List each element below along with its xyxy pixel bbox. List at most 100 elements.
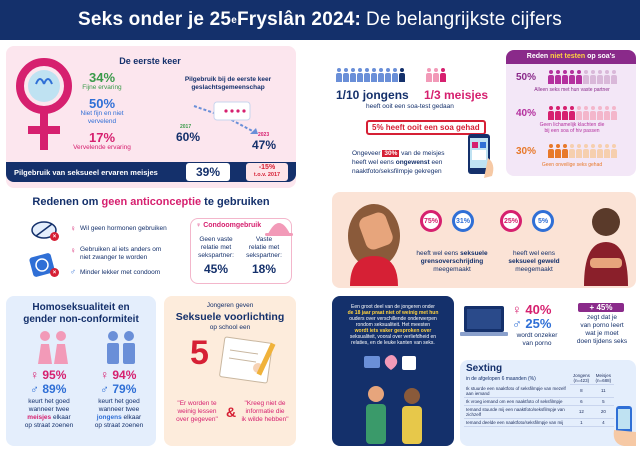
quote1-c: over gegeven": [176, 416, 218, 423]
table-row: Ik stuurde een naaktfoto of seksfilmpje …: [464, 384, 614, 398]
j-male-val: 79%: [112, 382, 137, 396]
person-icon: [350, 68, 356, 82]
praat-c: ouders over verschillende onderwerpen: [349, 316, 437, 322]
boys-people-row: [336, 68, 406, 82]
person-icon: [548, 70, 554, 84]
pil-change-sub: t.o.v. 2017: [253, 172, 281, 178]
girls-people-row: [426, 68, 447, 82]
person-icon: [597, 70, 603, 84]
grens-t1c: grensoverschrijding: [420, 258, 484, 265]
quote1-b: weinig lessen: [177, 408, 217, 415]
person-icon: [399, 68, 405, 82]
voorlichting-pre: Jongeren geven: [206, 302, 254, 309]
person-icon: [576, 106, 582, 120]
naakt-pct: 30%: [382, 150, 400, 157]
female-symbol-icon: [16, 58, 72, 150]
pil-decline-arrow-icon: [193, 101, 259, 135]
reason1-pct: 50%: [516, 72, 537, 83]
reasons-title-b: niet testen: [550, 53, 586, 60]
quote2-c: ik wilde hebben": [241, 416, 289, 423]
condom-pack-icon: [29, 253, 55, 277]
sexting-col-a: Jongens (n=423): [570, 372, 593, 385]
grade-value: 5: [190, 334, 209, 372]
person-icon: [576, 70, 582, 84]
naakt-line1: Ongeveer 30% van de meisjes: [352, 150, 445, 158]
m-text-a: keurt het goed: [28, 398, 70, 405]
porno-plus-b: van porno leert: [580, 322, 624, 329]
porno-text-a: wordt onzeker: [516, 332, 558, 339]
sexting-row-b: 5: [592, 397, 614, 406]
person-icon: [548, 144, 554, 158]
praat-a: Een groot deel van de jongeren onder: [351, 304, 435, 310]
grens-pct-2: 31%: [452, 210, 474, 232]
neutraal-label: Niet fijn en niet vervelend: [80, 110, 124, 125]
porno-female: ♀ 40%: [512, 302, 552, 317]
person-icon: [590, 144, 596, 158]
j-text-a: keurt het goed: [98, 398, 140, 405]
no-icon-1: ×: [50, 232, 59, 241]
grens-t1d: meegemaakt: [433, 266, 471, 273]
m-female-pct: ♀ 95%: [30, 368, 67, 382]
porno-text-b: van porno: [522, 340, 552, 347]
condom-icon: [265, 223, 293, 236]
sexting-row-a: 6: [570, 397, 593, 406]
pil-bar-label: Pilgebruik van seksueel ervaren meisjes: [14, 168, 158, 177]
quote1-a: "Er worden te: [177, 400, 217, 407]
hand-phone-icon: [613, 406, 636, 446]
reason3-pct: 30%: [516, 146, 537, 157]
sexting-sub: in de afgelopen 6 maanden (%): [466, 376, 536, 382]
pil-change-box: -15% t.o.v. 2017: [246, 163, 288, 181]
sexting-row-b: 11: [592, 384, 614, 398]
sexting-row-label: Iemand deelde een naaktfoto/seksfilmpje …: [464, 418, 570, 427]
reason2-label-b: bij een soa of hiv passen: [544, 128, 600, 134]
c2-label-c: sekspartner:: [246, 252, 282, 259]
soa-girls: 1/3 meisjes: [424, 88, 489, 102]
title-part-a: Seks onder je 25: [78, 9, 232, 30]
porno-male: ♂ 25%: [512, 316, 552, 331]
person-icon: [426, 68, 432, 82]
sexting-row-a: 12: [570, 405, 593, 419]
reasons-title-c: op soa's: [585, 53, 616, 60]
person-icon: [583, 70, 589, 84]
vervelend-label: Vervelende ervaring: [73, 144, 131, 151]
person-icon: [562, 106, 568, 120]
c2-pct: 18%: [251, 262, 277, 276]
praat-panel: [332, 296, 454, 446]
sexting-table: Jongens (n=423) Meisjes (n=688) Ik stuur…: [464, 372, 614, 427]
person-icon: [433, 68, 439, 82]
porno-plus-a: zegt dat je: [587, 314, 617, 321]
page-header: Seks onder je 25 e Fryslân 2024: De belang…: [0, 0, 640, 40]
soa-sub: heeft ooit een soa-test gedaan: [366, 103, 454, 110]
sexting-row-label: Ik stuurde een naaktfoto of seksfilmpje …: [464, 384, 570, 398]
year-2017: 2017: [180, 124, 192, 130]
pil-pct-2017: 60%: [176, 130, 201, 144]
person-icon: [343, 68, 349, 82]
porno-plus: + 45%: [578, 303, 624, 312]
anticonceptie-title: Redenen om geen anticonceptie te gebruik…: [6, 196, 296, 208]
homo-title-b: gender non-conformiteit: [23, 314, 139, 325]
reason1-people: [548, 70, 618, 84]
voorlichting-post: op school een: [209, 324, 251, 331]
pil-title: Pilgebruik bij de eerste keer geslachtsg…: [184, 76, 272, 91]
sexting-row-a: 8: [570, 384, 593, 398]
sexting-header-row: Jongens (n=423) Meisjes (n=688): [464, 372, 614, 385]
m-female-val: 95%: [42, 368, 67, 382]
naakt-d: ongewenst: [395, 159, 430, 166]
condoom-title-text: Condoomgebruik: [203, 222, 262, 229]
table-row: Ik vroeg iemand om een naaktfoto of seks…: [464, 397, 614, 406]
naakt-f: naaktfoto/seksfilmpje gekregen: [352, 168, 442, 175]
female-symbol-1: ♀: [70, 224, 76, 233]
homo-panel: [6, 296, 156, 446]
title-part-c: De belangrijkste cijfers: [366, 9, 562, 30]
m-male-pct: ♂ 89%: [30, 382, 67, 396]
j-text-cd: jongens elkaar: [84, 414, 154, 422]
naakt-c: heeft wel eens: [352, 159, 396, 166]
person-icon: [597, 106, 603, 120]
person-icon: [357, 68, 363, 82]
anti-title-b: geen anticonceptie: [101, 196, 202, 208]
c1-label-c: sekspartner:: [198, 252, 234, 259]
fijn-label: Fijne ervaring: [82, 84, 122, 91]
worksheet-icon: [219, 336, 276, 384]
j-female-pct: ♀ 94%: [100, 368, 137, 382]
reason3-people: [548, 144, 618, 158]
